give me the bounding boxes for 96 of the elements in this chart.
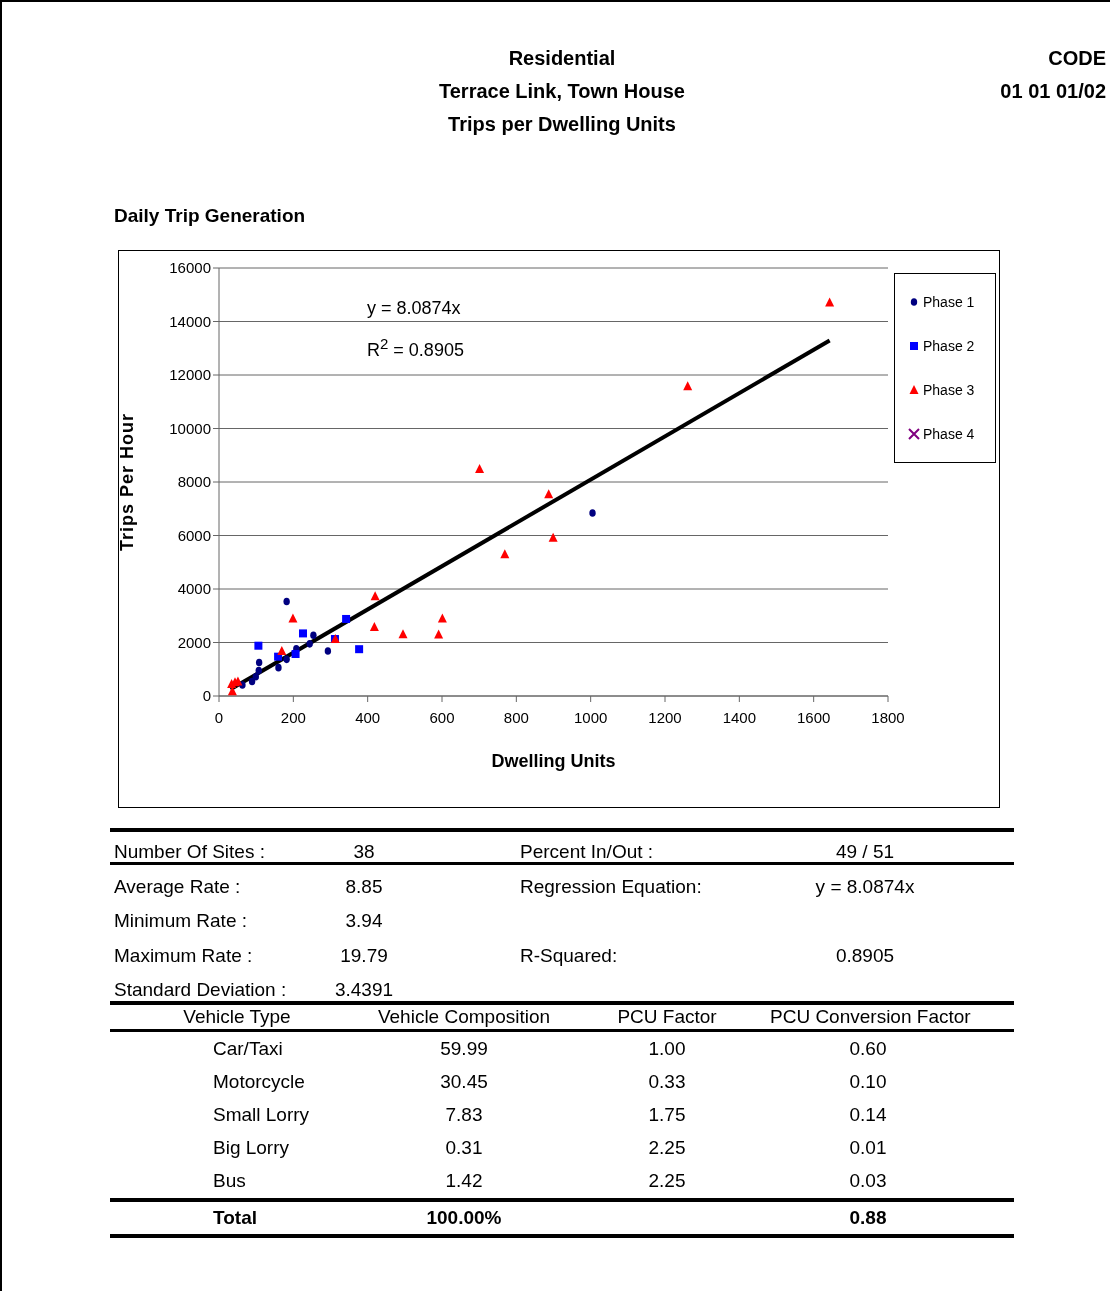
text: y = 8.0874x <box>814 875 916 898</box>
x-tick-label: 200 <box>280 708 306 726</box>
point <box>252 672 259 681</box>
point <box>275 663 282 672</box>
y-tick-label: 6000 <box>177 526 211 544</box>
annotation: R$^{2}$ = 0.8905 <box>367 334 464 362</box>
point <box>324 647 332 655</box>
point <box>291 650 300 658</box>
point <box>398 629 408 639</box>
text: CODE 01 01 01/02 <box>1000 46 1106 104</box>
category-label: Car/Taxi <box>213 1037 283 1059</box>
text: 0.88 <box>849 1207 887 1228</box>
x-tick-label: 800 <box>503 708 529 726</box>
point <box>548 532 558 542</box>
point <box>306 640 313 648</box>
y-tick-label: 4000 <box>177 580 211 598</box>
point <box>248 677 256 686</box>
text: 49 / 51 <box>834 841 896 864</box>
category-label: Vehicle Composition <box>376 1006 552 1028</box>
point <box>370 591 380 601</box>
text: 19.79 <box>339 944 389 967</box>
x-tick-label: 0 <box>214 708 224 726</box>
point <box>310 631 317 640</box>
point <box>283 597 290 606</box>
y-tick-label: 10000 <box>169 419 211 437</box>
point <box>355 645 364 654</box>
text: 38 <box>352 841 376 864</box>
text: 1.75 <box>648 1103 686 1125</box>
legend-label: Phase 1 <box>923 294 975 310</box>
legend-label: Phase 4 <box>923 426 975 442</box>
annotation: y = 8.0874x <box>367 297 462 320</box>
text: Minimum Rate : <box>114 910 249 933</box>
text: Percent In/Out : <box>520 841 655 864</box>
y-tick-label: 0 <box>202 687 211 705</box>
y-tick-label: 16000 <box>169 259 211 277</box>
chart-subtitle: Daily Trip Generation <box>114 205 306 227</box>
point <box>299 629 307 638</box>
text: 59.99 <box>440 1037 488 1059</box>
point <box>255 658 263 667</box>
point <box>277 646 287 656</box>
y-tick-label: 8000 <box>177 473 211 491</box>
text: 100.00% <box>426 1207 502 1228</box>
y-tick-label: 2000 <box>177 633 211 651</box>
x-tick-label: 1600 <box>796 708 831 726</box>
text: 0.31 <box>445 1136 483 1158</box>
point <box>369 621 379 631</box>
text: 2.25 <box>648 1169 686 1191</box>
text: Number Of Sites : <box>114 841 266 864</box>
point <box>342 614 351 623</box>
x-tick-label: 600 <box>429 708 455 726</box>
text: Maximum Rate : <box>114 944 254 967</box>
text: 1.00 <box>648 1037 686 1059</box>
text: Regression Equation: <box>520 875 703 898</box>
text: 2.25 <box>648 1136 686 1158</box>
text: Standard Deviation : <box>114 979 288 1002</box>
point <box>255 666 262 675</box>
x-axis-title: Dwelling Units <box>491 750 616 771</box>
point <box>589 509 596 517</box>
legend-label: Phase 3 <box>923 382 975 398</box>
text: 0.33 <box>648 1070 686 1092</box>
text: 7.83 <box>445 1103 483 1125</box>
chart-title: Residential Terrace Link, Town House Trips per Dwelling Units <box>438 46 686 137</box>
category-label: Motorcycle <box>213 1070 305 1092</box>
legend-label: Phase 2 <box>923 338 975 354</box>
text: 30.45 <box>440 1070 488 1092</box>
text: 0.03 <box>849 1169 887 1191</box>
text: 0.60 <box>849 1037 887 1059</box>
x-tick-label: 1400 <box>722 708 757 726</box>
text: 3.94 <box>344 910 384 933</box>
text: Average Rate : <box>114 875 242 898</box>
x-tick-label: 1200 <box>648 708 682 726</box>
category-label: PCU Conversion Factor <box>770 1006 971 1028</box>
y-tick-label: 12000 <box>169 366 211 384</box>
point <box>825 297 835 307</box>
point <box>254 641 263 650</box>
point <box>475 463 485 473</box>
y-axis-title: Trips Per Hour <box>117 412 138 552</box>
category-label: PCU Factor <box>616 1006 718 1028</box>
point <box>283 655 290 664</box>
category-label: Bus <box>213 1169 246 1191</box>
x-tick-label: 1800 <box>871 708 905 726</box>
category-label: Big Lorry <box>213 1136 290 1158</box>
category-label: Small Lorry <box>213 1103 310 1125</box>
text: 0.14 <box>849 1103 887 1125</box>
y-tick-label: 14000 <box>169 312 211 330</box>
text: 1.42 <box>445 1169 483 1191</box>
text: Vehicle Type <box>182 1006 292 1028</box>
text: 0.8905 <box>834 944 896 967</box>
text: 0.01 <box>849 1136 887 1158</box>
x-tick-label: 1000 <box>573 708 608 726</box>
text: 0.10 <box>849 1070 887 1092</box>
text: R-Squared: <box>520 944 619 967</box>
x-tick-label: 400 <box>355 708 381 726</box>
text: 3.4391 <box>333 979 395 1002</box>
text: 8.85 <box>344 875 384 898</box>
category-label: Total <box>213 1207 257 1228</box>
